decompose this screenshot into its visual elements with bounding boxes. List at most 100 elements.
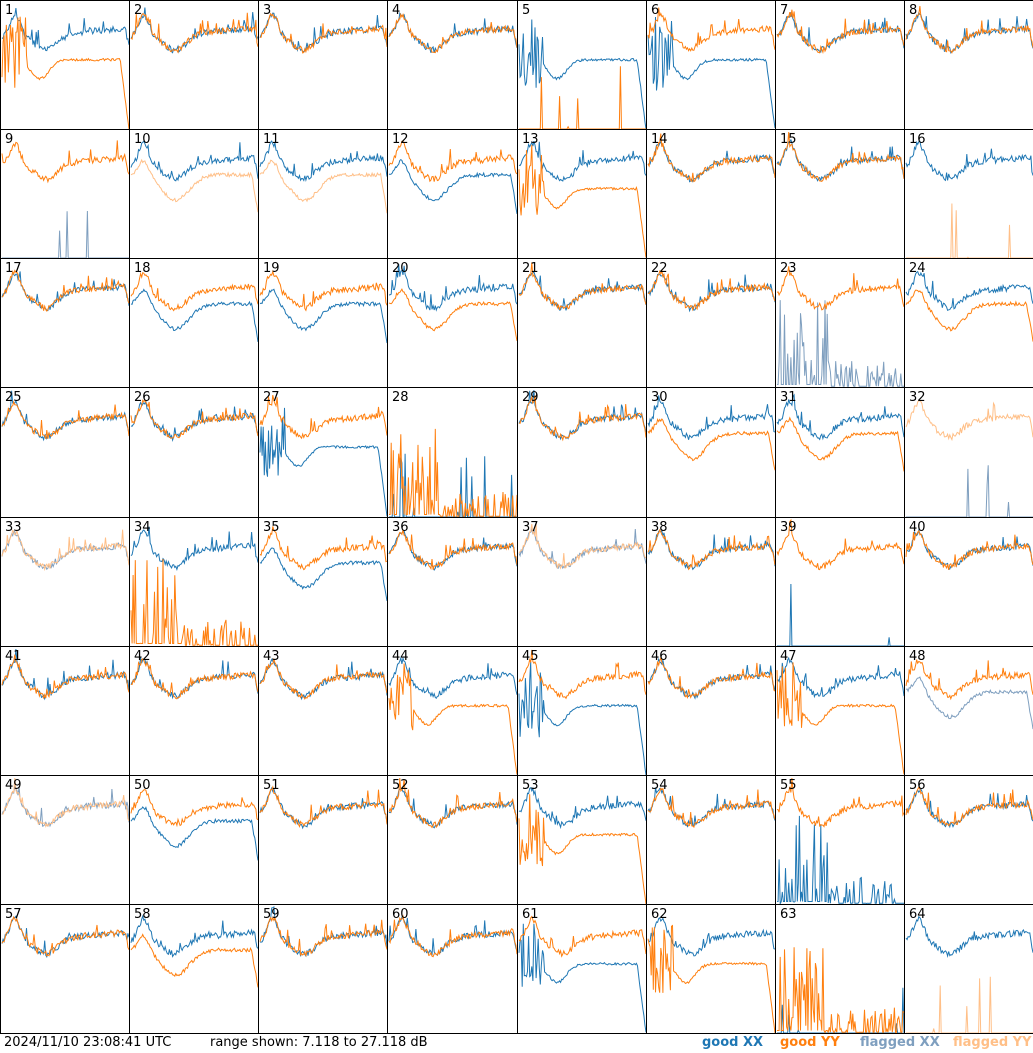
series-yy-good	[776, 416, 904, 472]
footer: 2024/11/10 23:08:41 UTC range shown: 7.1…	[0, 1033, 1033, 1053]
series-xx-flagged	[906, 465, 1033, 517]
series-yy-good	[518, 144, 646, 258]
panel-7: 7	[775, 0, 905, 130]
series-yy-good	[647, 269, 775, 312]
panel-number: 30	[651, 390, 668, 405]
panel-number: 11	[263, 132, 280, 147]
panel-number: 56	[909, 778, 926, 793]
panel-number: 6	[651, 3, 660, 18]
panel-plot	[518, 140, 646, 258]
series-xx-good	[518, 19, 646, 129]
series-xx-good	[647, 916, 775, 957]
series-xx-good	[648, 657, 775, 700]
series-xx-good	[518, 923, 646, 1033]
series-yy-good	[130, 12, 258, 54]
panel-plot	[259, 785, 387, 830]
panel-plot	[905, 659, 1033, 730]
panel-42: 42	[129, 646, 259, 776]
panel-plot	[647, 7, 775, 128]
series-yy-good	[389, 428, 517, 517]
panel-number: 5	[522, 3, 531, 18]
series-yy-good	[130, 933, 258, 988]
series-yy-good	[1, 16, 129, 129]
panel-number: 41	[5, 649, 22, 664]
series-yy-good	[647, 7, 775, 52]
panel-number: 37	[522, 520, 539, 535]
panel-number: 63	[780, 907, 797, 922]
panel-plot	[1, 390, 129, 442]
series-yy-flagged	[906, 203, 1033, 258]
series-yy-flagged	[259, 159, 387, 214]
panel-plot	[259, 906, 387, 958]
series-xx-good	[130, 400, 258, 443]
panel-46: 46	[646, 646, 776, 776]
panel-number: 14	[651, 132, 668, 147]
panel-31: 31	[775, 387, 905, 518]
panel-8: 8	[904, 0, 1033, 130]
panel-plot	[647, 528, 775, 571]
panel-number: 38	[651, 520, 668, 535]
panel-plot	[388, 11, 517, 54]
panel-plot	[259, 394, 387, 517]
panel-21: 21	[517, 258, 647, 388]
panel-51: 51	[258, 775, 388, 905]
series-xx-good	[518, 140, 646, 182]
panel-plot	[647, 787, 775, 829]
panel-plot	[130, 140, 258, 213]
panel-number: 8	[909, 3, 918, 18]
series-xx-good	[518, 786, 646, 830]
series-xx-flagged	[518, 527, 646, 570]
series-yy-good	[388, 663, 517, 775]
series-xx-good	[776, 12, 904, 53]
panel-number: 64	[909, 907, 926, 922]
panel-number: 61	[522, 907, 539, 922]
series-yy-good	[259, 915, 387, 957]
panel-39: 39	[775, 517, 905, 647]
panel-43: 43	[258, 646, 388, 776]
panel-number: 28	[392, 390, 409, 405]
panel-plot	[776, 656, 904, 775]
legend-good-yy: good YY	[780, 1035, 840, 1050]
series-xx-good	[777, 583, 904, 646]
panel-47: 47	[775, 646, 905, 776]
series-yy-good	[776, 266, 904, 311]
panel-number: 18	[134, 261, 151, 276]
panel-number: 53	[522, 778, 539, 793]
panel-plot	[518, 389, 646, 442]
series-yy-good	[130, 271, 258, 312]
panel-plot	[776, 393, 904, 472]
panel-56: 56	[904, 775, 1033, 905]
panel-plot	[1, 529, 129, 572]
panel-27: 27	[258, 387, 388, 518]
series-xx-good	[130, 288, 258, 342]
series-yy-good	[1, 915, 129, 957]
series-xx-good	[647, 395, 775, 440]
series-xx-good	[905, 915, 1033, 958]
series-yy-good	[1, 140, 129, 184]
panel-38: 38	[646, 517, 776, 647]
series-xx-good	[776, 393, 904, 441]
series-xx-good	[259, 407, 387, 517]
panel-number: 47	[780, 649, 797, 664]
panel-13: 13	[517, 129, 647, 259]
series-xx-good	[1, 270, 129, 312]
panel-25: 25	[0, 387, 130, 518]
panel-plot	[647, 395, 775, 471]
series-xx-good	[130, 806, 258, 861]
panel-number: 36	[392, 520, 409, 535]
series-yy-good	[776, 131, 904, 182]
series-yy-good	[518, 395, 646, 442]
panel-plot	[130, 271, 258, 342]
panel-plot	[905, 786, 1033, 829]
panel-22: 22	[646, 258, 776, 388]
panel-28: 28	[387, 387, 518, 518]
panel-number: 57	[5, 907, 22, 922]
panel-30: 30	[646, 387, 776, 518]
panel-24: 24	[904, 258, 1033, 388]
timestamp: 2024/11/10 23:08:41 UTC	[4, 1035, 172, 1050]
series-yy-good	[388, 777, 517, 829]
series-yy-good	[776, 662, 904, 775]
legend-flagged-yy: flagged YY	[953, 1035, 1032, 1050]
series-yy-good	[905, 289, 1033, 342]
series-yy-good	[130, 789, 258, 828]
